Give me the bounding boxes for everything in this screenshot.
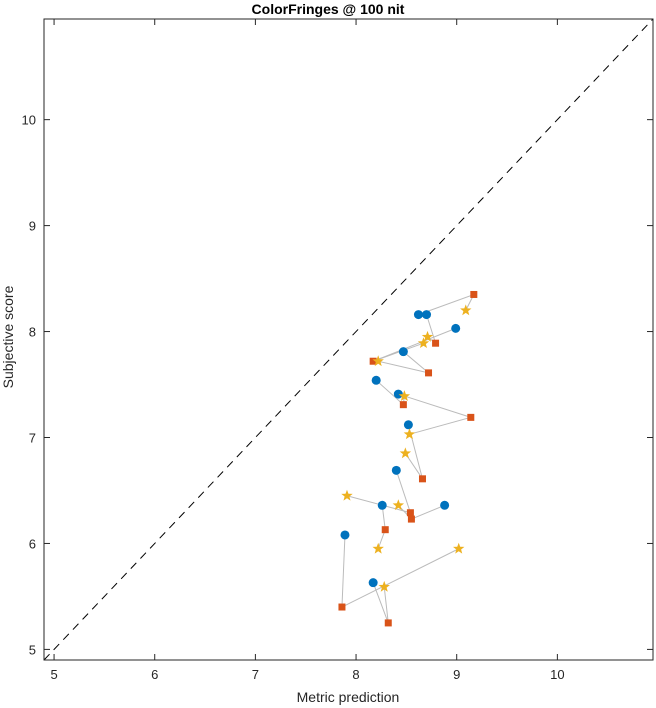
square-marker [407,515,415,523]
circle-marker [391,465,401,475]
circle-marker [403,420,413,430]
x-tick-label: 6 [151,667,158,682]
x-tick-label: 9 [453,667,460,682]
x-tick-label: 8 [352,667,359,682]
circle-marker [398,347,408,357]
square-marker [432,339,440,347]
star-marker [372,355,384,367]
circle-marker [451,323,461,333]
x-tick-label: 10 [550,667,564,682]
square-marker [425,369,433,377]
star-marker [398,390,411,402]
y-axis-label: Subjective score [0,285,16,388]
x-axis-label: Metric prediction [297,689,400,705]
square-marker [406,509,414,517]
square-marker [381,526,389,534]
x-tick-label: 5 [50,667,57,682]
star-marker [341,489,353,501]
circle-marker [440,500,450,510]
square-marker [467,413,475,421]
y-tick-label: 8 [29,325,36,340]
star-marker [378,580,390,592]
circle-marker [393,389,403,399]
ticks-layer: 5 6 7 8 9 10 5 6 7 8 9 10 [22,19,653,682]
identity-line [43,18,654,661]
y-tick-label: 5 [29,642,36,657]
plot-frame [43,18,654,661]
star-marker [460,304,472,316]
y-tick-label: 6 [29,536,36,551]
circle-marker [368,578,378,588]
star-marker [421,330,434,342]
y-tick-label: 7 [29,431,36,446]
square-marker [399,401,407,409]
square-marker [384,619,392,627]
circle-marker [340,530,350,540]
circle-marker [371,375,381,385]
chart-title: ColorFringes @ 100 nit [252,1,405,17]
x-tick-label: 7 [252,667,259,682]
star-marker [399,447,412,459]
circle-marker [377,500,387,510]
circle-marker [413,310,423,320]
star-marker [372,542,384,554]
star-marker [403,428,416,440]
y-tick-label: 9 [29,219,36,234]
square-marker [418,475,426,483]
square-marker [369,357,377,365]
markers-layer [338,290,478,627]
star-marker [417,337,430,349]
star-marker [453,542,465,554]
star-marker [392,499,405,511]
square-marker [470,290,478,298]
circle-marker [422,310,432,320]
square-marker [338,603,346,611]
y-tick-label: 10 [22,113,36,128]
